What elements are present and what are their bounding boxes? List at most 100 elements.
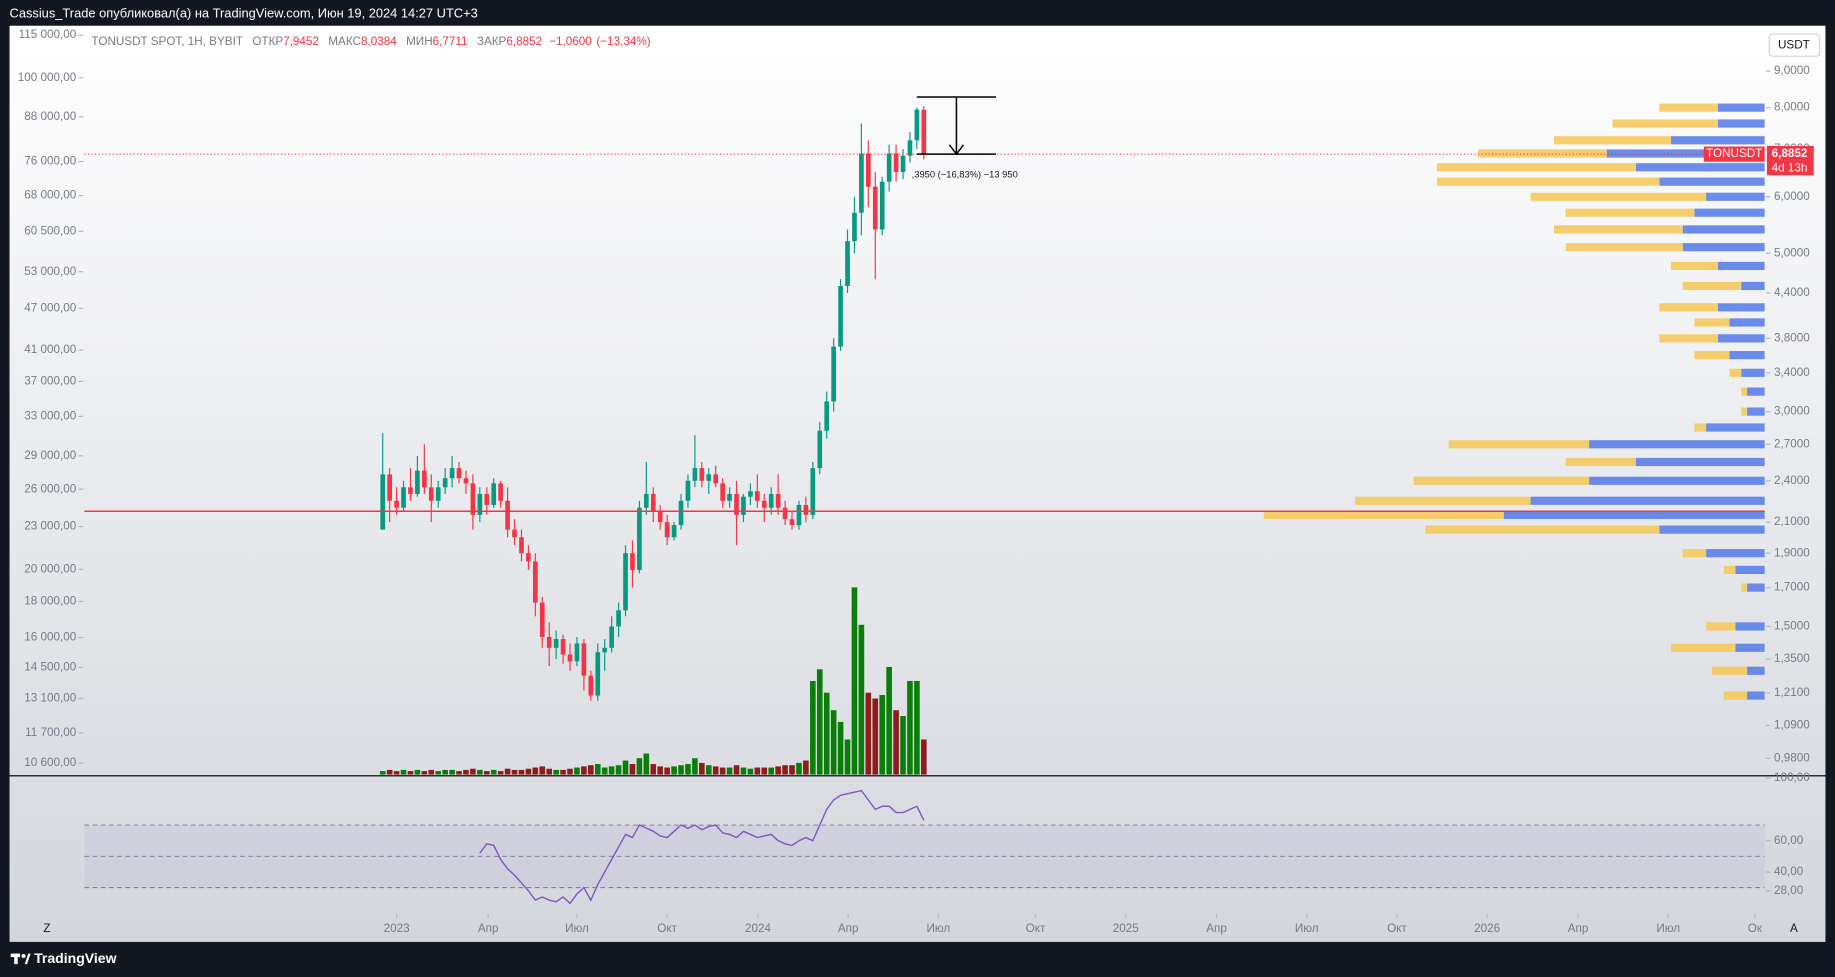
candle-body xyxy=(713,474,719,484)
volume-bar xyxy=(900,716,906,775)
currency-label[interactable]: USDT xyxy=(1778,39,1810,52)
volume-bar xyxy=(608,766,615,775)
legend: TONUSDT SPOT, 1H, BYBIT ОТКР7,9452 МАКС8,0… xyxy=(91,35,650,48)
candle-body xyxy=(650,493,656,511)
candle-body xyxy=(768,493,774,508)
volume-bar xyxy=(490,769,497,775)
profile-down xyxy=(1741,387,1748,396)
y-tick-label: 0,9800 xyxy=(1774,751,1810,764)
candle-body xyxy=(470,483,476,515)
volume-bar xyxy=(560,769,566,775)
legend-field-value: 8,0384 xyxy=(361,35,397,48)
profile-up xyxy=(1671,136,1765,145)
candle-body xyxy=(789,519,795,526)
volume-bar xyxy=(636,758,643,775)
profile-up xyxy=(1729,318,1765,327)
y-tick-label: 2,7000 xyxy=(1774,437,1810,450)
y2-tick-label: 88 000,00 xyxy=(24,110,76,123)
candle-body xyxy=(477,493,483,515)
volume-bar xyxy=(449,769,455,775)
profile-down xyxy=(1741,407,1748,416)
profile-up xyxy=(1747,691,1765,700)
y2-tick-label: 53 000,00 xyxy=(24,265,76,278)
candle-body xyxy=(637,507,642,570)
rsi-tick-label: 60,00 xyxy=(1774,834,1804,847)
y2-tick-label: 41 000,00 xyxy=(24,343,76,356)
profile-up xyxy=(1735,643,1765,652)
volume-bar xyxy=(921,739,927,775)
candle-body xyxy=(595,652,601,696)
volume-bar xyxy=(699,762,705,775)
volume-bar xyxy=(622,760,629,775)
volume-bar xyxy=(532,767,539,775)
y-tick-label: 3,0000 xyxy=(1774,405,1810,418)
rsi-tick-label: 100,00 xyxy=(1774,771,1810,784)
candle-body xyxy=(574,643,580,662)
legend-field-name: ОТКР xyxy=(252,35,283,48)
x-tick-label: Апр xyxy=(838,922,859,935)
profile-down xyxy=(1263,510,1504,519)
candle-body xyxy=(630,553,635,570)
candle-body xyxy=(872,186,878,230)
x-tick-label: 2024 xyxy=(745,922,772,935)
candle-body xyxy=(706,474,712,481)
y-tick-label: 1,7000 xyxy=(1774,581,1810,594)
candle-body xyxy=(838,285,843,347)
currency-button[interactable] xyxy=(1768,33,1821,57)
volume-bar xyxy=(567,768,573,775)
profile-up xyxy=(1717,261,1765,271)
volume-bar xyxy=(733,765,740,775)
profile-up xyxy=(1741,281,1765,291)
candle-body xyxy=(865,153,871,187)
profile-down xyxy=(1530,192,1707,201)
profile-down xyxy=(1729,368,1742,377)
candle-body xyxy=(720,483,725,501)
profile-up xyxy=(1503,510,1765,519)
volume-bar xyxy=(664,767,670,775)
logo xyxy=(10,953,31,965)
candle-body xyxy=(567,654,573,662)
candle-body xyxy=(657,510,663,523)
x-tick-label: Июл xyxy=(1295,922,1319,935)
volume-bar xyxy=(810,680,816,775)
candle-body xyxy=(463,478,469,484)
profile-down xyxy=(1659,303,1718,312)
candle-body xyxy=(886,153,892,182)
volume-bar xyxy=(463,769,469,775)
volume-bar xyxy=(553,769,559,775)
profile-up xyxy=(1606,149,1765,158)
candle-body xyxy=(449,468,455,479)
y2-tick-label: 11 700,00 xyxy=(25,726,77,739)
volume-bar xyxy=(685,764,691,775)
profile-down xyxy=(1671,261,1718,271)
volume-bar xyxy=(830,710,837,775)
candle-body xyxy=(810,468,816,515)
volume-bar xyxy=(872,698,879,775)
profile-up xyxy=(1717,119,1765,128)
volume-bar xyxy=(705,765,712,775)
x-tick-label: Апр xyxy=(1206,922,1227,935)
profile-up xyxy=(1717,334,1765,343)
volume-bar xyxy=(803,760,809,775)
profile-up xyxy=(1747,407,1765,416)
candle-body xyxy=(415,470,420,494)
volume-bar xyxy=(844,739,851,775)
volume-bar xyxy=(470,768,476,775)
auto-scale-left[interactable]: Z xyxy=(43,922,50,935)
y-tick-label: 3,4000 xyxy=(1774,366,1810,379)
axes: 9,00008,00007,00006,00005,00004,40003,80… xyxy=(18,28,1811,935)
auto-scale-right[interactable]: A xyxy=(1790,922,1798,935)
candle-body xyxy=(914,109,920,141)
candle-body xyxy=(699,468,705,481)
volume-bar xyxy=(629,764,636,775)
volume-bar xyxy=(594,764,601,775)
profile-down xyxy=(1413,476,1590,485)
profile-down xyxy=(1477,149,1607,158)
volume-bar xyxy=(816,669,823,775)
volume-bar xyxy=(435,771,442,775)
candle-body xyxy=(803,504,809,515)
publisher: Cassius_Trade опубликовал(а) на TradingV… xyxy=(10,5,478,20)
candle-body xyxy=(741,496,746,515)
profile-down xyxy=(1711,666,1748,675)
volume-bar xyxy=(379,771,386,775)
